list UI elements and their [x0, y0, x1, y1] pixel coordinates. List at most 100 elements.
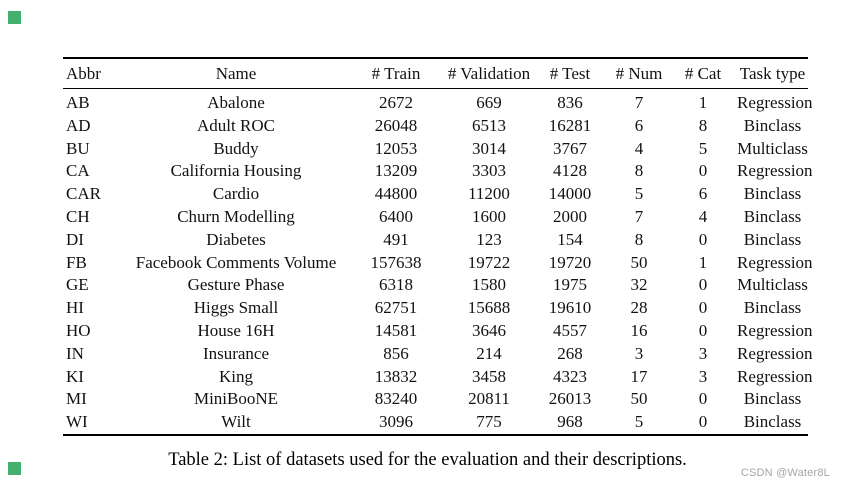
- cell-train: 12053: [374, 138, 418, 158]
- cell-num: 28: [630, 298, 648, 318]
- cell-train: 6400: [379, 206, 413, 226]
- green-corner-marker-bottom: [8, 462, 21, 475]
- cell-train: 6318: [379, 275, 413, 295]
- table-row: WI Wilt 3096 775 968 5 0 Binclass: [63, 411, 808, 435]
- cell-test: 836: [557, 93, 583, 112]
- cell-validation: 1580: [472, 275, 506, 295]
- cell-name: Higgs Small: [193, 298, 279, 318]
- cell-abbr: DI: [66, 229, 84, 249]
- cell-task-type: Regression: [737, 320, 813, 340]
- cell-cat: 0: [698, 389, 708, 409]
- table-row: MI MiniBooNE 83240 20811 26013 50 0 Binclass: [63, 388, 808, 411]
- cell-num: 6: [634, 115, 644, 135]
- table-row: DI Diabetes 491 123 154 8 0 Binclass: [63, 229, 808, 252]
- cell-name: MiniBooNE: [193, 389, 279, 409]
- cell-validation: 214: [476, 343, 502, 363]
- cell-name: Adult ROC: [197, 115, 275, 135]
- cell-num: 16: [630, 320, 648, 340]
- cell-task-type: Binclass: [743, 229, 802, 249]
- table-row: CA California Housing 13209 3303 4128 8 0 Regre…: [63, 160, 813, 183]
- cell-test: 14000: [548, 184, 592, 204]
- cell-validation: 3014: [472, 138, 506, 158]
- cell-task-type: Binclass: [743, 412, 802, 432]
- table-row: BU Buddy 12053 3014 3767 4 5 Multiclass: [63, 138, 808, 161]
- cell-abbr: WI: [66, 412, 88, 432]
- cell-cat: 3: [698, 343, 708, 363]
- cell-test: 4557: [553, 320, 587, 340]
- cell-train: 14581: [374, 320, 418, 340]
- cell-validation: 6513: [472, 115, 506, 135]
- cell-test: 1975: [553, 275, 587, 295]
- cell-test: 26013: [548, 389, 592, 409]
- cell-cat: 0: [698, 320, 708, 340]
- cell-validation: 15688: [467, 298, 511, 318]
- cell-name: Insurance: [202, 343, 270, 363]
- column-header-num: # Num: [609, 58, 669, 89]
- column-header-cat: # Cat: [669, 58, 737, 89]
- cell-validation: 3303: [472, 161, 506, 181]
- cell-validation: 669: [476, 93, 502, 112]
- cell-validation: 123: [476, 229, 502, 249]
- cell-validation: 1600: [472, 206, 506, 226]
- cell-train: 83240: [374, 389, 418, 409]
- column-header-task-type: Task type: [737, 58, 808, 89]
- cell-num: 4: [634, 138, 644, 158]
- cell-name: House 16H: [197, 320, 275, 340]
- cell-abbr: CH: [66, 206, 90, 226]
- cell-test: 19610: [548, 298, 592, 318]
- datasets-table: Abbr Name # Train # Validation # Test # Num # …: [63, 57, 813, 436]
- table-row: AB Abalone 2672 669 836 7 1 Regression: [63, 89, 813, 115]
- cell-cat: 1: [698, 93, 708, 112]
- column-header-validation: # Validation: [447, 58, 531, 89]
- cell-test: 2000: [553, 206, 587, 226]
- cell-train: 157638: [370, 252, 422, 272]
- column-header-test: # Test: [531, 58, 609, 89]
- cell-task-type: Binclass: [743, 184, 802, 204]
- cell-abbr: MI: [66, 389, 87, 409]
- cell-train: 13832: [374, 366, 418, 386]
- cell-train: 44800: [374, 184, 418, 204]
- cell-num: 32: [630, 275, 648, 295]
- table-row: HO House 16H 14581 3646 4557 16 0 Regression: [63, 320, 813, 343]
- cell-task-type: Binclass: [743, 115, 802, 135]
- cell-name: King: [219, 366, 253, 386]
- cell-abbr: CA: [66, 161, 90, 181]
- cell-train: 856: [383, 343, 409, 363]
- cell-validation: 19722: [467, 252, 511, 272]
- cell-num: 3: [634, 343, 644, 363]
- cell-task-type: Binclass: [743, 298, 802, 318]
- cell-num: 50: [630, 389, 648, 409]
- cell-train: 26048: [374, 115, 418, 135]
- cell-task-type: Regression: [737, 366, 813, 386]
- csdn-watermark: CSDN @Water8L: [740, 467, 830, 479]
- cell-abbr: HO: [66, 320, 91, 340]
- cell-cat: 0: [698, 161, 708, 181]
- cell-cat: 4: [698, 206, 708, 226]
- cell-abbr: GE: [66, 275, 89, 295]
- cell-cat: 1: [698, 252, 708, 272]
- cell-cat: 0: [698, 298, 708, 318]
- table-row: AD Adult ROC 26048 6513 16281 6 8 Binclass: [63, 115, 808, 138]
- cell-name: Gesture Phase: [187, 275, 285, 295]
- cell-test: 3767: [553, 138, 587, 158]
- cell-cat: 0: [698, 412, 708, 432]
- cell-test: 4323: [553, 366, 587, 386]
- cell-abbr: IN: [66, 343, 84, 363]
- cell-test: 968: [557, 412, 583, 432]
- table-row: FB Facebook Comments Volume 157638 19722 197…: [63, 252, 813, 275]
- cell-abbr: AD: [66, 115, 91, 135]
- cell-cat: 6: [698, 184, 708, 204]
- cell-test: 154: [557, 229, 583, 249]
- cell-name: Buddy: [213, 138, 259, 158]
- column-header-train: # Train: [345, 58, 447, 89]
- cell-validation: 3646: [472, 320, 506, 340]
- table-caption: Table 2: List of datasets used for the e…: [168, 450, 687, 470]
- column-header-name: Name: [127, 58, 345, 89]
- cell-task-type: Regression: [737, 343, 813, 363]
- table-row: IN Insurance 856 214 268 3 3 Regression: [63, 343, 813, 366]
- cell-task-type: Regression: [737, 252, 813, 272]
- cell-abbr: CAR: [66, 184, 101, 204]
- cell-test: 19720: [548, 252, 592, 272]
- cell-cat: 8: [698, 115, 708, 135]
